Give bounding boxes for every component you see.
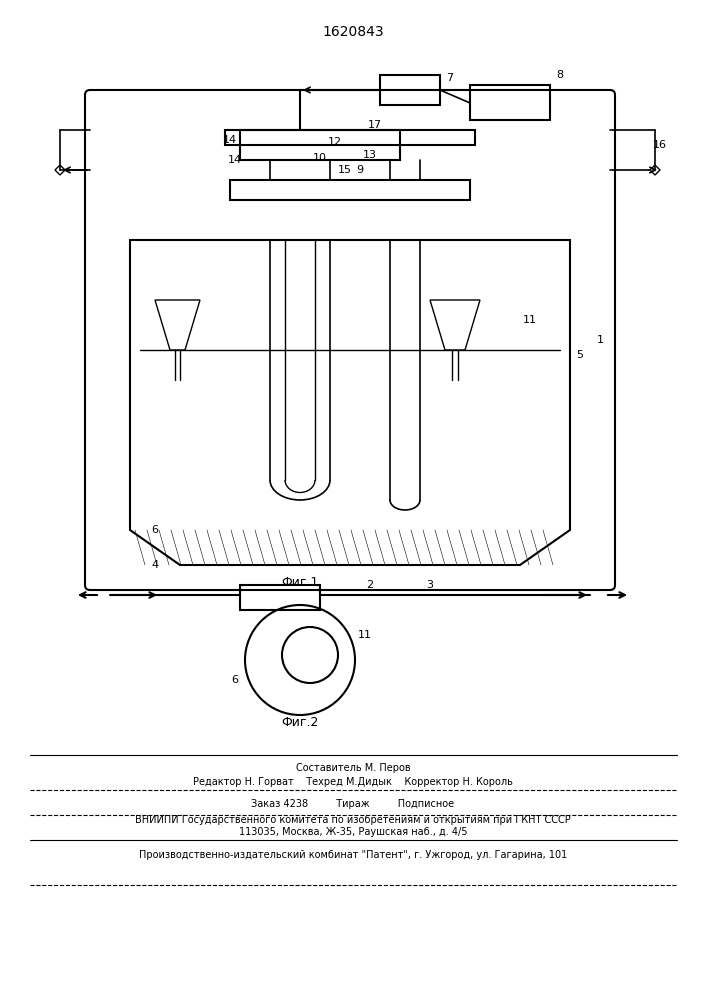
Text: 17: 17 <box>368 120 382 130</box>
Text: 9: 9 <box>356 165 363 175</box>
Bar <box>380 75 440 105</box>
Text: 13: 13 <box>363 150 377 160</box>
Text: Фиг.1: Фиг.1 <box>281 576 319 588</box>
Text: 6: 6 <box>151 525 158 535</box>
Text: 113035, Москва, Ж-35, Раушская наб., д. 4/5: 113035, Москва, Ж-35, Раушская наб., д. … <box>239 827 467 837</box>
Text: 4: 4 <box>151 560 158 570</box>
Text: ВНИИПИ Государственного комитета по изобретениям и открытиям при ГКНТ СССР: ВНИИПИ Государственного комитета по изоб… <box>135 815 571 825</box>
Text: 14: 14 <box>228 155 242 165</box>
Polygon shape <box>650 165 660 175</box>
Text: 12: 12 <box>328 137 342 147</box>
Bar <box>240 585 320 610</box>
Text: 2: 2 <box>366 580 373 590</box>
Text: 11: 11 <box>358 630 372 640</box>
Text: 11: 11 <box>523 315 537 325</box>
Text: Составитель М. Перов: Составитель М. Перов <box>296 763 410 773</box>
Text: 14: 14 <box>223 135 237 145</box>
Bar <box>225 130 475 145</box>
Text: 3: 3 <box>426 580 433 590</box>
Text: Производственно-издательский комбинат "Патент", г. Ужгород, ул. Гагарина, 101: Производственно-издательский комбинат "П… <box>139 850 567 860</box>
Text: 10: 10 <box>313 153 327 163</box>
Text: Редактор Н. Горват    Техред М.Дидык    Корректор Н. Король: Редактор Н. Горват Техред М.Дидык Коррек… <box>193 777 513 787</box>
Text: 6: 6 <box>231 675 238 685</box>
Bar <box>240 130 400 160</box>
Text: Фиг.2: Фиг.2 <box>281 716 319 728</box>
Text: 15: 15 <box>338 165 352 175</box>
Text: 1: 1 <box>597 335 604 345</box>
Text: 5: 5 <box>576 350 583 360</box>
Bar <box>470 85 550 120</box>
Text: 8: 8 <box>556 70 563 80</box>
Text: 1620843: 1620843 <box>322 25 384 39</box>
Bar <box>230 180 470 200</box>
Polygon shape <box>55 165 65 175</box>
Text: 7: 7 <box>446 73 454 83</box>
Text: 16: 16 <box>653 140 667 150</box>
Text: Заказ 4238         Тираж         Подписное: Заказ 4238 Тираж Подписное <box>252 799 455 809</box>
